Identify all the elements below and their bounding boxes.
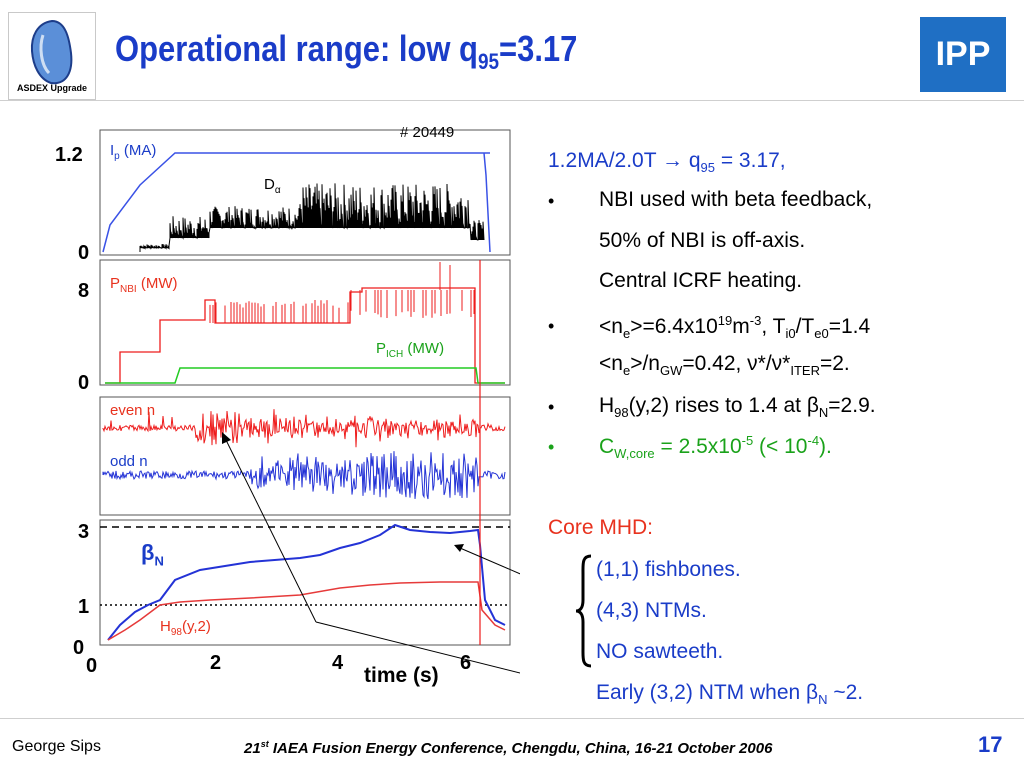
odd-n-line xyxy=(102,451,506,500)
bullet-2-line-2: <ne>/nGW=0.42, ν*/ν*ITER=2. xyxy=(599,352,850,379)
arrow-ntm-line xyxy=(459,547,520,575)
right-arrow-icon: → xyxy=(662,149,684,172)
panel4-y3: 3 xyxy=(78,521,90,543)
bullet-1-line-2: 50% of NBI is off-axis. xyxy=(599,229,806,252)
x-tick-2: 2 xyxy=(210,652,222,674)
asdex-logo-text: ASDEX Upgrade xyxy=(16,83,87,93)
even-n-line xyxy=(102,409,506,448)
asdex-logo-icon xyxy=(30,19,73,85)
left-brace-icon xyxy=(575,554,592,668)
x-tick-6: 6 xyxy=(460,652,472,674)
panel-1-frame xyxy=(99,129,511,256)
even-n-trace xyxy=(102,409,506,448)
header-divider xyxy=(0,100,1024,101)
bullet-1-line-3: Central ICRF heating. xyxy=(599,269,803,292)
p-nbi-spikes xyxy=(209,262,475,323)
odd-n-label: odd n xyxy=(110,453,148,470)
core-mhd-heading: Core MHD: xyxy=(548,516,654,539)
bullet-2-line-1: <ne>=6.4x1019m-3, Ti0/Te0=1.4 xyxy=(599,313,871,342)
bullet-1: • xyxy=(548,191,555,211)
h98-label: H98(y,2) xyxy=(160,618,211,638)
ip-trace xyxy=(102,152,491,253)
plasma-figure: # 20449 1.2 0 Ip (MA) Dα 8 0 PNBI (MW) P… xyxy=(0,0,520,705)
panel-2-frame xyxy=(99,259,511,386)
arrow-early-ntm-line xyxy=(315,621,520,674)
panel2-ymin: 0 xyxy=(78,372,90,394)
panel4-y1: 1 xyxy=(78,596,90,618)
panel4-y0: 0 xyxy=(73,637,85,659)
d-alpha-label: Dα xyxy=(264,176,281,196)
panel-3-frame xyxy=(99,396,511,516)
page-title: Operational range: low q95=3.17 xyxy=(115,28,578,75)
even-n-label: even n xyxy=(110,402,156,419)
asdex-upgrade-logo: ASDEX Upgrade xyxy=(8,12,96,100)
ipp-logo: IPP xyxy=(920,17,1006,92)
bullet-1-line-1: NBI used with beta feedback, xyxy=(599,188,873,211)
x-tick-0: 0 xyxy=(86,655,98,677)
p-ich-label: PICH (MW) xyxy=(376,340,445,360)
arrow-head-fishbone xyxy=(222,432,231,444)
x-axis-label: time (s) xyxy=(364,664,439,687)
p-ich-trace xyxy=(105,367,505,384)
bullet-3-line: H98(y,2) rises to 1.4 at βN=2.9. xyxy=(599,394,876,421)
mhd-ntms: (4,3) NTMs. xyxy=(596,599,707,622)
p-nbi-spike-line xyxy=(209,262,475,323)
ip-label: Ip (MA) xyxy=(110,142,157,162)
panel-4-frame xyxy=(99,519,511,646)
mhd-early-ntm: Early (3,2) NTM when βN ~2. xyxy=(596,681,864,708)
beta-n-label: βN xyxy=(141,540,164,569)
h98-trace xyxy=(107,581,506,641)
bullet-4: • xyxy=(548,437,555,457)
panel1-ymin: 0 xyxy=(78,242,90,264)
bullet-2: • xyxy=(548,316,555,336)
plasma-traces-svg xyxy=(99,129,520,674)
bullet-4-line: CW,core = 2.5x10-5 (< 10-4). xyxy=(599,433,832,462)
ipp-logo-icon: IPP xyxy=(920,17,1006,92)
p-nbi-trace xyxy=(105,287,505,384)
config-line: 1.2MA/2.0T → q95 = 3.17, xyxy=(548,149,786,176)
p-nbi-label: PNBI (MW) xyxy=(110,275,178,295)
shot-number: # 20449 xyxy=(400,124,455,141)
footer-conference: 21st IAEA Fusion Energy Conference, Chen… xyxy=(244,739,773,757)
ipp-logo-text: IPP xyxy=(936,35,991,73)
d-alpha-trace xyxy=(139,183,485,252)
odd-n-trace xyxy=(102,451,506,500)
footer-author: George Sips xyxy=(12,738,101,755)
mhd-fishbones: (1,1) fishbones. xyxy=(596,558,741,581)
arrow-head-ntm xyxy=(454,544,464,552)
bullet-3: • xyxy=(548,397,555,417)
d-alpha-line xyxy=(139,183,485,252)
page-number: 17 xyxy=(978,732,1003,757)
mhd-no-sawteeth: NO sawteeth. xyxy=(596,640,724,663)
beta-n-trace xyxy=(107,523,506,641)
footer-divider xyxy=(0,718,1024,719)
arrow-fishbone-line xyxy=(224,437,317,623)
x-tick-4: 4 xyxy=(332,652,344,674)
panel2-ymax: 8 xyxy=(78,280,90,302)
panel1-ymax: 1.2 xyxy=(55,144,83,166)
